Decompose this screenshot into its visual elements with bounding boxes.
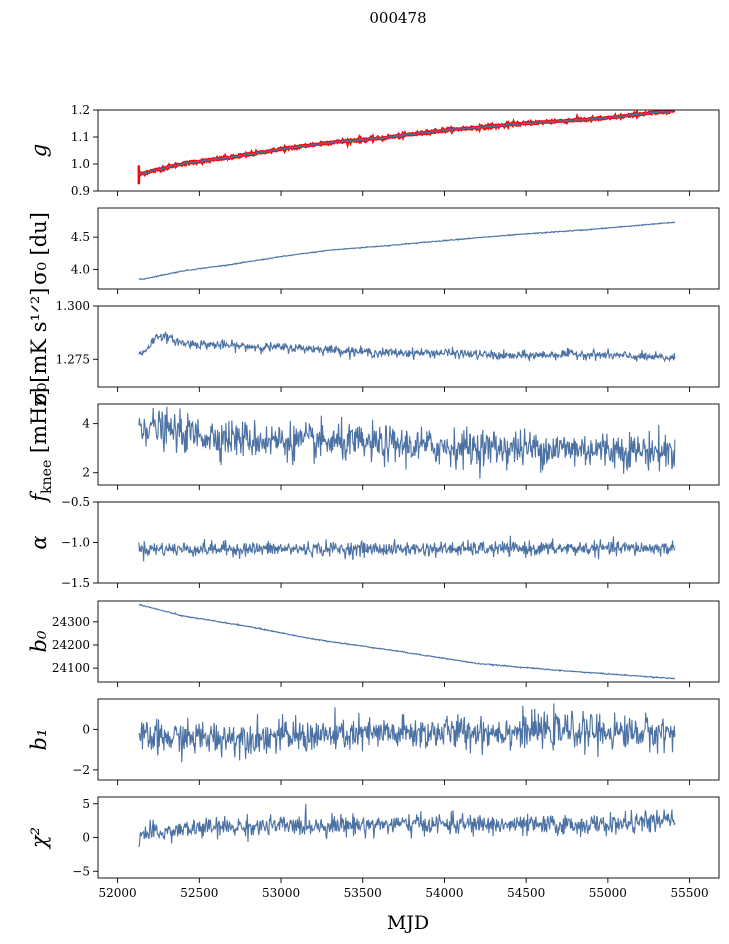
y-axis-label-b0: b₀	[27, 630, 51, 652]
xtick-label: 54000	[425, 886, 463, 900]
y-axis-label-chi2: χ²	[27, 827, 51, 850]
ytick-label-b1: 0	[82, 722, 90, 736]
xtick-label: 53000	[262, 886, 300, 900]
ytick-label-g: 1.1	[71, 130, 90, 144]
chart-suptitle: 000478	[369, 9, 426, 27]
ytick-label-sigma0_mk: 1.300	[56, 299, 90, 313]
ytick-label-alpha: −1.5	[61, 576, 90, 590]
series-line-b0	[138, 603, 676, 680]
xtick-label: 53500	[344, 886, 382, 900]
panel-alpha: −1.5 −1.0 −0.5 α	[27, 495, 720, 590]
axes-frame-sigma0_du	[97, 207, 720, 290]
panel-fknee: 2 4 fknee [mHz]	[27, 387, 720, 504]
xtick-label: 55000	[589, 886, 627, 900]
ytick-label-sigma0_du: 4.0	[71, 263, 90, 277]
xtick-label: 52000	[99, 886, 137, 900]
ytick-label-fknee: 4	[82, 417, 90, 431]
axes-frame-fknee	[97, 403, 720, 486]
x-axis-label: MJD	[387, 912, 429, 934]
ytick-label-sigma0_du: 4.5	[71, 230, 90, 244]
series-highlight-g	[137, 110, 676, 178]
axes-frame-sigma0_mk	[97, 305, 720, 388]
panel-sigma0_mk: 1.275 1.300 σ₀[mK s¹ᐟ²]	[27, 288, 720, 406]
xtick-label: 52500	[180, 886, 218, 900]
ytick-label-g: 1.2	[71, 103, 90, 117]
axes-frame-chi2	[97, 796, 720, 879]
ytick-label-chi2: 0	[82, 831, 90, 845]
y-axis-label-sigma0_du: σ₀ [du]	[27, 212, 51, 285]
panel-chi2: −5 0 5 52000 52500 53000 53500 54000 54500 55000 5…	[27, 796, 720, 900]
ytick-label-b0: 24200	[52, 638, 90, 652]
ytick-label-g: 0.9	[71, 184, 90, 198]
ytick-label-sigma0_mk: 1.275	[56, 352, 90, 366]
y-axis-label-b1: b₁	[27, 729, 51, 751]
series-line-alpha	[138, 535, 676, 562]
xtick-label: 55500	[670, 886, 708, 900]
series-line-g	[138, 110, 676, 176]
series-line-chi2	[138, 803, 676, 848]
ytick-label-alpha: −0.5	[61, 495, 90, 509]
axes-frame-b1	[97, 698, 720, 781]
ytick-label-b1: −2	[72, 763, 90, 777]
ytick-label-chi2: 5	[82, 797, 90, 811]
y-axis-label-alpha: α	[27, 535, 51, 549]
ytick-label-chi2: −5	[72, 864, 90, 878]
series-line-b1	[138, 703, 676, 763]
series-line-sigma0_du	[138, 221, 676, 281]
ytick-label-g: 1.0	[71, 157, 90, 171]
panel-sigma0_du: 4.0 4.5 σ₀ [du]	[27, 207, 720, 294]
xtick-label: 54500	[507, 886, 545, 900]
series-line-sigma0_mk	[138, 331, 676, 363]
panel-g: 0.9 1.0 1.1 1.2 g	[27, 103, 720, 198]
y-axis-label-fknee: fknee [mHz]	[27, 387, 55, 503]
y-axis-label-g: g	[27, 144, 51, 157]
ytick-label-b0: 24300	[52, 615, 90, 629]
ytick-label-b0: 24100	[52, 661, 90, 675]
ytick-label-alpha: −1.0	[61, 536, 90, 550]
panels-group: 0.9 1.0 1.1 1.2 g 4.0 4.5 σ₀ [du] 1.275 1.300 σ₀[m…	[27, 103, 720, 900]
y-axis-label-sigma0_mk: σ₀[mK s¹ᐟ²]	[27, 288, 51, 406]
panel-b1: −2 0 b₁	[27, 698, 720, 785]
axes-frame-b0	[97, 600, 720, 683]
series-line-fknee	[138, 406, 676, 479]
ytick-label-fknee: 2	[82, 466, 90, 480]
axes-frame-g	[97, 109, 720, 192]
